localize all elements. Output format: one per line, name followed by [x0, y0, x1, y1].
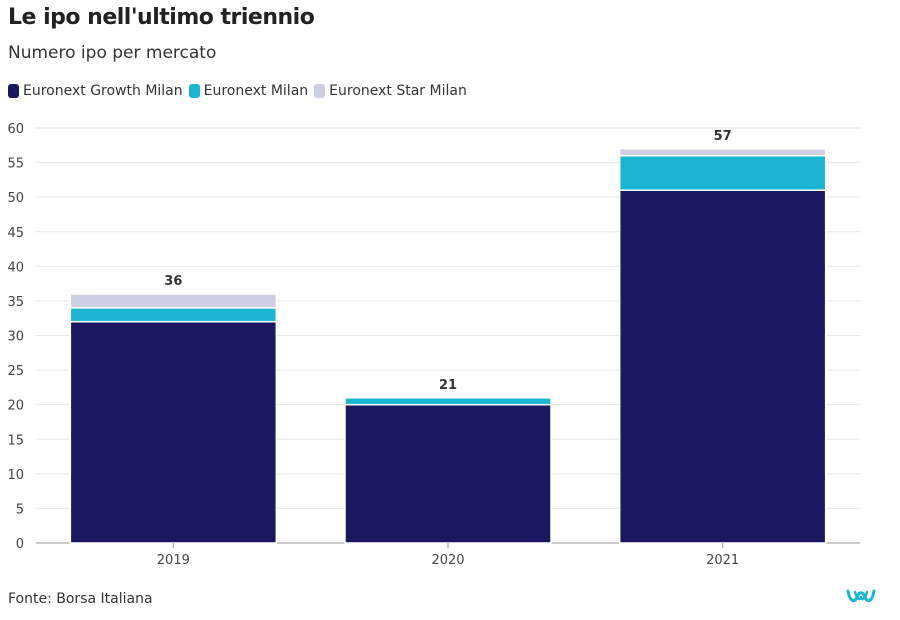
stacked-bar-chart: 0 5 10 15 20 25 30 35 40 45 50 55 60 36 2019 21 2020 57 20… — [7, 122, 860, 568]
y-tick-label: 60 — [7, 122, 24, 137]
y-tick-label: 35 — [7, 295, 24, 310]
bar-2021-series-2 — [618, 148, 827, 157]
legend-swatch-milan — [188, 84, 200, 98]
bar-2019-series-1 — [69, 307, 278, 323]
legend-item-milan: Euronext Milan — [188, 83, 309, 99]
y-tick-label: 25 — [7, 364, 24, 379]
y-tick-label: 20 — [7, 399, 24, 414]
chart-title: Le ipo nell'ultimo triennio — [8, 5, 315, 30]
x-tick-label: 2021 — [706, 553, 739, 568]
y-tick-label: 15 — [7, 433, 24, 448]
chart-subtitle: Numero ipo per mercato — [8, 43, 217, 63]
source-note: Fonte: Borsa Italiana — [8, 591, 153, 607]
total-label-2020: 21 — [439, 378, 457, 393]
y-tick-label: 10 — [7, 468, 24, 483]
legend-item-growth: Euronext Growth Milan — [8, 83, 183, 99]
x-tick-label: 2019 — [157, 553, 190, 568]
legend-swatch-growth — [8, 84, 19, 98]
x-tick-label: 2020 — [431, 553, 464, 568]
bar-2021-series-0 — [618, 189, 827, 544]
y-tick-label: 45 — [7, 226, 24, 241]
y-tick-label: 5 — [16, 502, 24, 517]
bar-2021-series-1 — [618, 154, 827, 191]
bar-2020-series-1 — [344, 397, 552, 406]
y-tick-label: 0 — [16, 537, 24, 552]
legend: Euronext Growth Milan Euronext Milan Eur… — [8, 83, 473, 99]
wavy-w-logo-icon — [846, 589, 876, 603]
legend-swatch-star — [314, 84, 326, 98]
total-label-2019: 36 — [164, 274, 182, 289]
y-tick-label: 30 — [7, 330, 24, 345]
total-label-2021: 57 — [714, 129, 732, 144]
bar-2019-series-2 — [69, 293, 278, 309]
y-tick-label: 40 — [7, 260, 24, 275]
legend-label-milan: Euronext Milan — [203, 83, 309, 99]
bar-2020-series-0 — [344, 403, 552, 544]
y-tick-label: 55 — [7, 157, 24, 172]
bar-2019-series-0 — [69, 320, 278, 544]
y-tick-label: 50 — [7, 191, 24, 206]
legend-label-star: Euronext Star Milan — [329, 83, 467, 99]
legend-label-growth: Euronext Growth Milan — [23, 83, 183, 99]
legend-item-star: Euronext Star Milan — [314, 83, 467, 99]
